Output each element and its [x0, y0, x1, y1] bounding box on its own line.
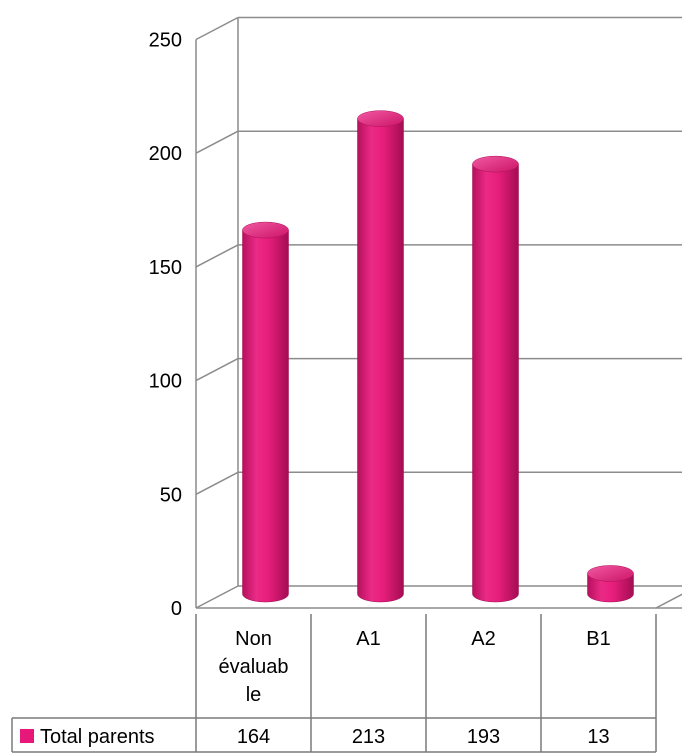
- bar-body: [472, 163, 519, 603]
- bar: [472, 155, 519, 603]
- y-tick-label: 50: [160, 484, 182, 506]
- gridline-diagonal: [195, 244, 239, 268]
- bar: [242, 221, 289, 603]
- gridline-diagonal: [195, 130, 239, 154]
- data-label: 13: [587, 726, 609, 748]
- data-label: 213: [352, 726, 385, 748]
- bar-body: [242, 229, 289, 603]
- y-tick-label: 200: [149, 143, 182, 165]
- gridline-diagonal: [195, 357, 239, 382]
- legend-swatch: [20, 729, 34, 743]
- bar-top: [357, 110, 404, 127]
- y-tick-label: 100: [149, 371, 182, 393]
- category-label: A2: [471, 628, 495, 650]
- gridline-diagonal: [195, 16, 239, 41]
- bar: [357, 110, 404, 603]
- data-table: Non évaluab le A1 A2 B1 Total parents 164 213 193…: [11, 614, 657, 753]
- bar-top: [242, 221, 289, 239]
- y-tick-label: 250: [149, 30, 182, 52]
- bar-body: [357, 118, 404, 603]
- bar-top: [587, 565, 634, 582]
- gridline-diagonal: [195, 471, 239, 495]
- category-label: B1: [586, 628, 610, 650]
- y-tick-label: 0: [171, 598, 182, 620]
- data-label: 164: [237, 726, 270, 748]
- y-axis-ticks: 0 50 100 150 200 250: [149, 30, 182, 621]
- data-label: 193: [467, 726, 500, 748]
- bars: [242, 110, 634, 603]
- plot-walls: [195, 17, 682, 609]
- gridline-diagonal: [195, 585, 239, 609]
- category-label: Non évaluab le: [218, 628, 288, 706]
- category-label: A1: [356, 628, 380, 650]
- bar: [587, 565, 634, 603]
- floor-right-edge: [655, 593, 682, 609]
- legend-series-name: Total parents: [40, 726, 155, 748]
- y-tick-label: 150: [149, 257, 182, 279]
- bar-top: [472, 155, 519, 173]
